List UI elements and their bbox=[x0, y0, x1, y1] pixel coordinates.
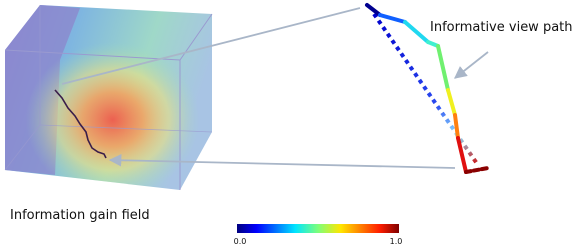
view-path bbox=[365, 3, 490, 174]
connector-arrow bbox=[108, 153, 456, 169]
field-label: Information gain field bbox=[10, 208, 150, 223]
path-segment bbox=[453, 113, 460, 140]
connector bbox=[61, 7, 361, 85]
box-edge bbox=[39, 124, 213, 133]
path-label: Informative view path bbox=[430, 20, 573, 35]
path-segment bbox=[378, 13, 407, 24]
field-box bbox=[4, 5, 213, 190]
dotted-path bbox=[372, 12, 480, 167]
field-path bbox=[54, 89, 107, 159]
path-segment bbox=[446, 88, 457, 117]
path-segment bbox=[464, 166, 490, 174]
path-segment bbox=[456, 136, 468, 174]
colorbar-min-label: 0.0 bbox=[234, 237, 247, 246]
path-segment bbox=[403, 20, 430, 44]
colorbar-max-label: 1.0 bbox=[390, 237, 403, 246]
path-segment bbox=[365, 3, 382, 17]
box-hot-region bbox=[5, 5, 212, 190]
colorbar bbox=[237, 224, 399, 233]
label-arrow bbox=[454, 51, 489, 79]
path-segment bbox=[436, 44, 450, 92]
